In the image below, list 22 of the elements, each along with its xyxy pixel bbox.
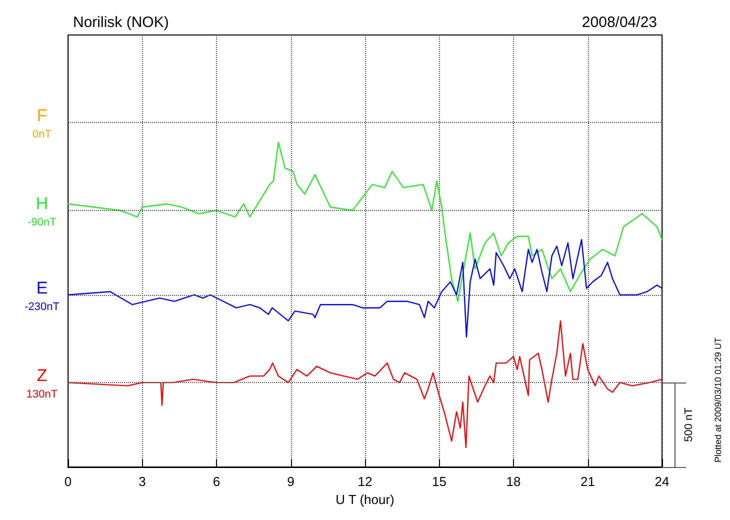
series-label: E	[36, 278, 48, 298]
chart-subtitle: 2008/04/23	[582, 14, 658, 31]
series-label: Z	[36, 366, 48, 386]
ref-line-label: 0nT	[32, 128, 52, 141]
legend-label: F	[36, 106, 48, 126]
text: Plotted at 2009/03/10 01:29 UT	[713, 336, 723, 463]
x-tick-label: 24	[654, 474, 670, 489]
x-tick-label: 3	[138, 474, 146, 489]
x-tick-label: 0	[64, 474, 72, 489]
series-label: H	[36, 194, 48, 213]
x-tick-label: 18	[506, 474, 521, 489]
x-axis-title: U T (hour)	[336, 492, 394, 507]
text: 500 nT	[683, 407, 695, 442]
x-tick-label: 9	[287, 474, 294, 489]
x-tick-label: 12	[358, 474, 372, 489]
ref-line-label: -90nT	[28, 216, 57, 228]
ref-line-label: -230nT	[24, 300, 60, 313]
ref-line-label: 130nT	[26, 388, 58, 401]
chart-title: Norilisk (NOK)	[73, 14, 169, 31]
x-tick-label: 21	[580, 474, 595, 489]
x-tick-label: 15	[432, 474, 446, 489]
x-tick-label: 6	[212, 474, 220, 489]
